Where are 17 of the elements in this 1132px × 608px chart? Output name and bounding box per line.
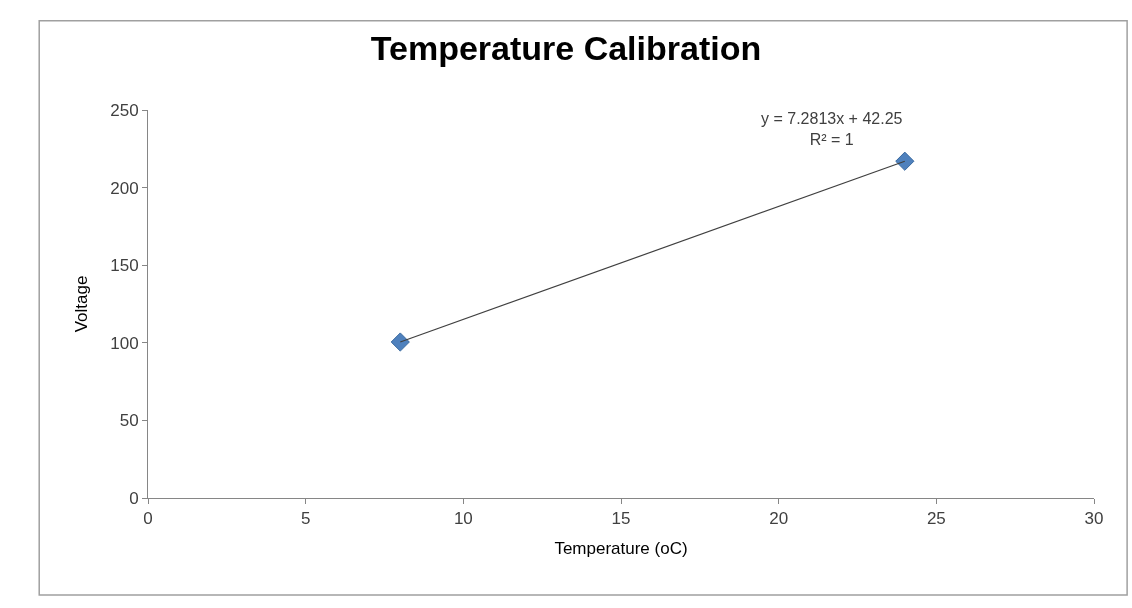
y-tick-label: 200 — [110, 178, 139, 198]
y-axis-title: Voltage — [71, 275, 91, 333]
x-tick-label: 15 — [611, 509, 631, 529]
x-tick-label: 25 — [926, 509, 946, 529]
x-tick-label: 10 — [453, 509, 473, 529]
x-tick-label: 20 — [769, 509, 789, 529]
x-axis-title: Temperature (oC) — [554, 538, 688, 558]
annotation: y = 7.2813x + 42.25 R² = 1 — [761, 110, 903, 148]
y-tick-label: 50 — [119, 411, 139, 431]
x-tick-label: 0 — [143, 509, 153, 529]
x-tick-label: 5 — [300, 509, 311, 529]
chart-title: Temperature Calibration — [370, 29, 762, 68]
x-tick-label: 30 — [1084, 509, 1104, 529]
y-tick-label: 150 — [110, 256, 139, 276]
y-tick-label: 0 — [129, 488, 139, 508]
y-tick-label: 250 — [110, 100, 139, 120]
y-tick-label: 100 — [110, 333, 139, 353]
